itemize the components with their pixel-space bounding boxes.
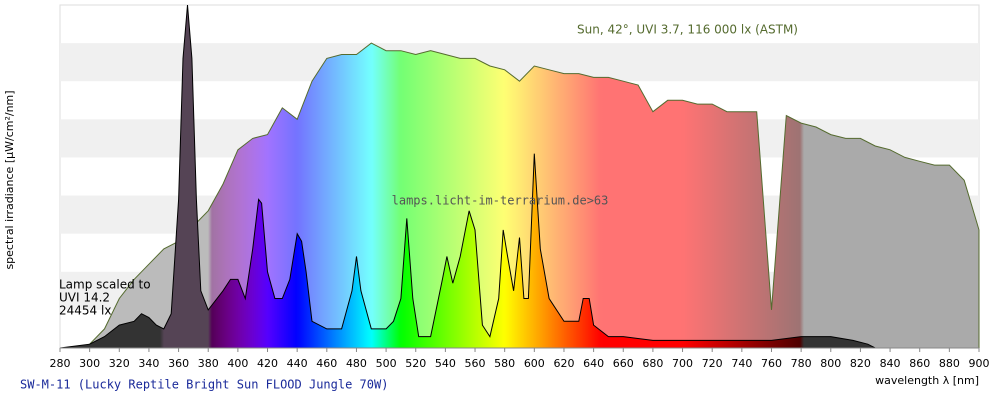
x-tick-label: 580 [494,357,515,370]
x-tick-label: 680 [642,357,663,370]
x-tick-label: 760 [761,357,782,370]
x-tick-label: 340 [138,357,159,370]
x-tick-label: 620 [553,357,574,370]
areas [59,4,980,349]
spectrum-area [59,4,876,349]
x-tick-label: 560 [465,357,486,370]
x-tick-label: 300 [79,357,100,370]
x-tick-label: 900 [969,357,990,370]
x-tick-label: 720 [702,357,723,370]
x-tick-label: 400 [227,357,248,370]
x-tick-label: 800 [820,357,841,370]
x-tick-label: 520 [405,357,426,370]
x-tick-label: 420 [257,357,278,370]
x-tick-label: 820 [850,357,871,370]
chart-title: SW-M-11 (Lucky Reptile Bright Sun FLOOD … [20,378,388,392]
x-tick-label: 660 [613,357,634,370]
x-tick-label: 600 [524,357,545,370]
x-tick-label: 860 [909,357,930,370]
y-axis-label: spectral irradiance [μW/cm²/nm] [3,90,16,269]
x-tick-label: 320 [109,357,130,370]
x-tick-label: 500 [376,357,397,370]
x-tick-label: 740 [731,357,752,370]
x-tick-label: 540 [435,357,456,370]
x-tick-label: 360 [168,357,189,370]
legend-sun: Sun, 42°, UVI 3.7, 116 000 lx (ASTM) [577,23,798,37]
x-tick-label: 460 [316,357,337,370]
x-tick-label: 480 [346,357,367,370]
legend-lamp: UVI 14.2 [59,291,110,305]
x-tick-label: 840 [880,357,901,370]
x-axis-label: wavelength λ [nm] [875,374,979,387]
watermark: lamps.licht-im-terrarium.de>63 [392,194,609,208]
band [60,43,979,82]
x-tick-label: 780 [791,357,812,370]
legend-lamp: Lamp scaled to [59,278,151,292]
x-tick-label: 640 [583,357,604,370]
x-tick-label: 440 [287,357,308,370]
x-tick-label: 280 [50,357,71,370]
legend-lamp: 24454 lx [59,304,111,318]
x-tick-label: 700 [672,357,693,370]
spectrum-area [60,42,980,349]
x-tick-label: 380 [198,357,219,370]
x-tick-label: 880 [939,357,960,370]
